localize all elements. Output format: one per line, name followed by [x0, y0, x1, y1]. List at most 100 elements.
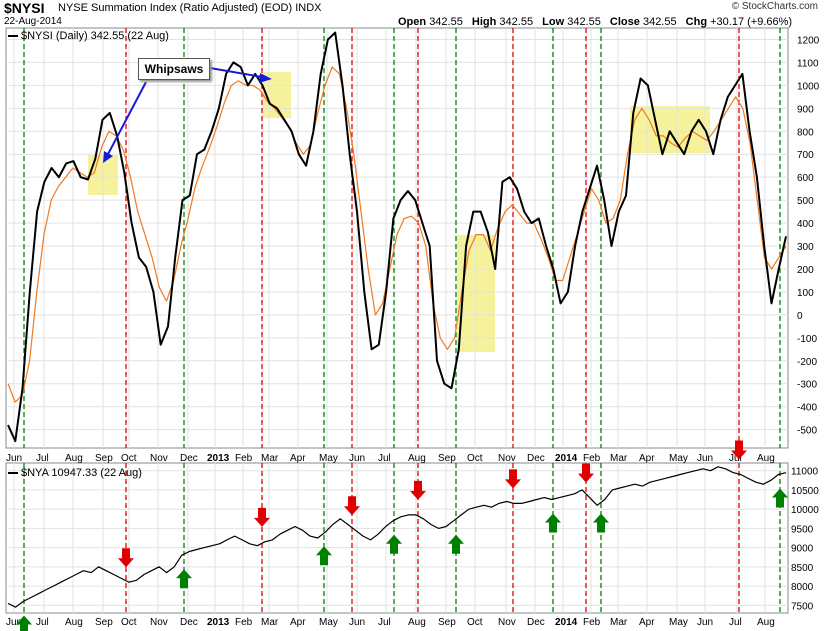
- x-tick-label-top: Nov: [498, 453, 516, 464]
- x-tick-label-top: Feb: [235, 453, 253, 464]
- close-value: 342.55: [642, 16, 677, 28]
- legend-nysi: $NYSI (Daily) 342.55 (22 Aug): [8, 30, 169, 42]
- y-tick-label-bottom: 9500: [791, 524, 814, 535]
- x-tick-label-bottom: Aug: [408, 617, 426, 628]
- highlight-box-3: [630, 106, 710, 153]
- y-tick-label-top: 200: [797, 265, 814, 276]
- x-tick-label-top: Apr: [290, 453, 306, 464]
- whipsaw-arrowhead-right: [259, 73, 272, 83]
- y-tick-label-top: 900: [797, 104, 814, 115]
- y-tick-label-top: -200: [797, 357, 817, 368]
- x-tick-label-top: Jun: [6, 453, 22, 464]
- y-tick-label-top: 800: [797, 127, 814, 138]
- legend-swatch-nya: [8, 472, 18, 475]
- x-tick-label-top: Oct: [467, 453, 483, 464]
- x-tick-label-top: 2014: [555, 453, 578, 464]
- buy-arrow-icon: [316, 546, 332, 566]
- x-tick-label-bottom: Jul: [378, 617, 391, 628]
- x-tick-label-top: Feb: [583, 453, 601, 464]
- x-tick-label-bottom: Apr: [290, 617, 306, 628]
- low-label: Low: [542, 16, 565, 28]
- x-tick-label-top: Mar: [610, 453, 628, 464]
- sell-arrow-icon: [344, 496, 360, 516]
- x-tick-label-top: May: [319, 453, 338, 464]
- y-tick-label-top: -100: [797, 334, 817, 345]
- panel-top-frame: [5, 27, 789, 449]
- y-tick-label-top: 1000: [797, 81, 820, 92]
- open-value: 342.55: [429, 16, 463, 28]
- whipsaw-pointer-left: [105, 81, 147, 159]
- x-tick-label-top: Nov: [150, 453, 168, 464]
- legend-text-nya: $NYA 10947.33 (22 Aug): [21, 467, 142, 479]
- buy-arrow-icon: [593, 513, 609, 533]
- sell-arrow-icon: [731, 440, 747, 460]
- x-tick-label-bottom: May: [669, 617, 688, 628]
- credit-text: © StockCharts.com: [731, 1, 818, 12]
- x-tick-label-top: Apr: [639, 453, 655, 464]
- high-label: High: [471, 16, 497, 28]
- symbol-title: $NYSI: [4, 0, 45, 16]
- x-tick-label-bottom: Apr: [639, 617, 655, 628]
- y-tick-label-top: -300: [797, 380, 817, 391]
- y-tick-label-top: 1100: [797, 58, 819, 69]
- buy-arrow-icon: [16, 615, 32, 631]
- high-value: 342.55: [499, 16, 534, 28]
- x-tick-label-bottom: Feb: [583, 617, 601, 628]
- x-tick-label-top: Aug: [408, 453, 426, 464]
- x-tick-label-bottom: Jun: [6, 617, 22, 628]
- y-tick-label-bottom: 8500: [791, 563, 814, 574]
- y-tick-label-top: 700: [797, 150, 814, 161]
- whipsaws-callout: Whipsaws: [138, 58, 210, 80]
- index-full-name: NYSE Summation Index (Ratio Adjusted) (E…: [58, 2, 293, 14]
- nysi-moving-average-line: [7, 66, 787, 403]
- x-tick-label-bottom: Aug: [65, 617, 83, 628]
- buy-arrow-icon: [448, 534, 464, 554]
- sell-arrow-icon: [254, 507, 270, 527]
- x-tick-label-bottom: Jul: [36, 617, 49, 628]
- legend-swatch-nysi: [8, 35, 18, 38]
- x-tick-label-bottom: Sep: [438, 617, 456, 628]
- sell-arrow-icon: [118, 548, 134, 568]
- index-name: NYSE Summation Index (Ratio Adjusted) (E…: [58, 2, 322, 14]
- x-tick-label-bottom: Feb: [235, 617, 253, 628]
- x-tick-label-bottom: Dec: [180, 617, 198, 628]
- chg-value: +30.17 (+9.66%): [710, 16, 793, 28]
- x-tick-label-bottom: Mar: [610, 617, 628, 628]
- x-tick-label-top: Jul: [378, 453, 391, 464]
- y-tick-label-top: 1200: [797, 35, 820, 46]
- buy-arrow-icon: [386, 534, 402, 554]
- x-tick-label-top: Dec: [180, 453, 198, 464]
- x-tick-label-bottom: Nov: [150, 617, 168, 628]
- y-tick-label-bottom: 10500: [791, 486, 819, 497]
- x-tick-label-top: Sep: [438, 453, 456, 464]
- x-tick-label-top: Mar: [261, 453, 279, 464]
- sell-arrow-icon: [505, 469, 521, 489]
- y-tick-label-top: 400: [797, 219, 814, 230]
- y-tick-label-bottom: 7500: [791, 601, 814, 612]
- x-tick-label-bottom: Dec: [527, 617, 545, 628]
- exchange-label: INDX: [295, 2, 322, 14]
- x-tick-label-bottom: Jun: [349, 617, 365, 628]
- nysi-price-line: [7, 31, 787, 443]
- x-tick-label-bottom: 2014: [555, 617, 578, 628]
- x-tick-label-top: Jun: [349, 453, 365, 464]
- x-tick-label-top: Oct: [121, 453, 137, 464]
- sell-arrow-icon: [578, 463, 594, 483]
- y-tick-label-bottom: 9000: [791, 544, 814, 555]
- y-tick-label-top: -500: [797, 426, 817, 437]
- x-tick-label-bottom: Nov: [498, 617, 516, 628]
- y-tick-label-bottom: 10000: [791, 505, 819, 516]
- x-tick-label-top: Aug: [65, 453, 83, 464]
- low-value: 342.55: [567, 16, 601, 28]
- x-tick-label-bottom: Sep: [95, 617, 113, 628]
- y-tick-label-top: 100: [797, 288, 814, 299]
- x-tick-label-bottom: Mar: [261, 617, 279, 628]
- x-tick-label-bottom: Aug: [757, 617, 775, 628]
- x-tick-label-top: Aug: [757, 453, 775, 464]
- x-tick-label-bottom: Jun: [697, 617, 713, 628]
- buy-arrow-icon: [545, 513, 561, 533]
- panel-bottom-frame: [5, 462, 789, 614]
- x-tick-label-top: Jun: [697, 453, 713, 464]
- x-tick-label-top: May: [669, 453, 688, 464]
